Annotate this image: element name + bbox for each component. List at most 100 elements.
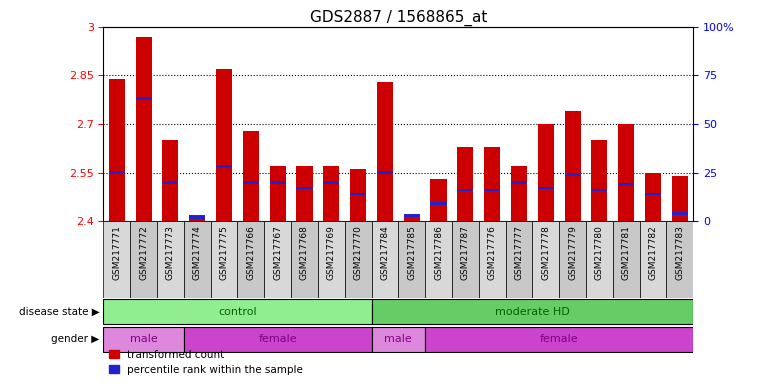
Bar (565, 111, 581, 221)
Text: GSM217777: GSM217777 (515, 225, 523, 280)
Bar (404, 214, 420, 217)
FancyBboxPatch shape (291, 221, 318, 298)
Text: GSM217780: GSM217780 (595, 225, 604, 280)
Text: GSM217767: GSM217767 (273, 225, 282, 280)
Bar (323, 166, 339, 221)
Bar (162, 140, 178, 221)
FancyBboxPatch shape (372, 221, 398, 298)
FancyBboxPatch shape (479, 221, 506, 298)
Bar (189, 215, 205, 221)
FancyBboxPatch shape (184, 221, 211, 298)
Bar (672, 212, 688, 215)
Bar (377, 82, 393, 221)
Text: gender ▶: gender ▶ (51, 334, 100, 344)
Text: moderate HD: moderate HD (495, 307, 570, 317)
Bar (645, 172, 661, 221)
Text: GSM217769: GSM217769 (327, 225, 336, 280)
FancyBboxPatch shape (586, 221, 613, 298)
Bar (162, 181, 178, 184)
Text: GSM217772: GSM217772 (139, 225, 148, 280)
Text: GSM217781: GSM217781 (622, 225, 630, 280)
Bar (457, 147, 473, 221)
Bar (270, 166, 286, 221)
Bar (109, 79, 125, 221)
Bar (672, 176, 688, 221)
Bar (538, 124, 554, 221)
Bar (511, 166, 527, 221)
Text: GSM217771: GSM217771 (113, 225, 121, 280)
FancyBboxPatch shape (103, 300, 372, 324)
FancyBboxPatch shape (666, 221, 693, 298)
Text: GSM217773: GSM217773 (166, 225, 175, 280)
FancyBboxPatch shape (184, 327, 372, 352)
Text: male: male (385, 334, 412, 344)
Text: GSM217784: GSM217784 (381, 225, 389, 280)
Bar (136, 36, 152, 221)
Bar (484, 189, 500, 191)
Text: GSM217768: GSM217768 (300, 225, 309, 280)
Bar (484, 147, 500, 221)
FancyBboxPatch shape (157, 221, 184, 298)
Bar (136, 98, 152, 100)
Bar (189, 216, 205, 218)
Text: GSM217770: GSM217770 (354, 225, 362, 280)
FancyBboxPatch shape (452, 221, 479, 298)
FancyBboxPatch shape (372, 327, 425, 352)
Bar (243, 181, 259, 184)
FancyBboxPatch shape (425, 221, 452, 298)
Text: GSM217787: GSM217787 (461, 225, 470, 280)
Text: GSM217775: GSM217775 (220, 225, 228, 280)
Bar (430, 202, 447, 205)
Bar (377, 171, 393, 174)
FancyBboxPatch shape (372, 300, 693, 324)
Text: control: control (218, 307, 257, 317)
Text: disease state ▶: disease state ▶ (19, 307, 100, 317)
Text: GSM217785: GSM217785 (408, 225, 416, 280)
Bar (591, 189, 607, 191)
Bar (591, 140, 607, 221)
Bar (618, 183, 634, 185)
FancyBboxPatch shape (237, 221, 264, 298)
Text: female: female (540, 334, 578, 344)
FancyBboxPatch shape (318, 221, 345, 298)
FancyBboxPatch shape (398, 221, 425, 298)
Bar (243, 131, 259, 221)
Text: GSM217776: GSM217776 (488, 225, 496, 280)
Bar (270, 181, 286, 184)
Bar (216, 166, 232, 168)
FancyBboxPatch shape (532, 221, 559, 298)
Bar (538, 187, 554, 189)
Bar (430, 179, 447, 221)
Text: GSM217786: GSM217786 (434, 225, 443, 280)
FancyBboxPatch shape (506, 221, 532, 298)
Bar (404, 215, 420, 221)
Bar (109, 171, 125, 174)
Legend: transformed count, percentile rank within the sample: transformed count, percentile rank withi… (109, 350, 303, 375)
FancyBboxPatch shape (345, 221, 372, 298)
Text: GSM217778: GSM217778 (542, 225, 550, 280)
FancyBboxPatch shape (640, 221, 666, 298)
Bar (350, 193, 366, 195)
Text: GSM217766: GSM217766 (247, 225, 255, 280)
FancyBboxPatch shape (264, 221, 291, 298)
Bar (618, 124, 634, 221)
FancyBboxPatch shape (103, 327, 184, 352)
FancyBboxPatch shape (613, 221, 640, 298)
Bar (296, 187, 313, 189)
Bar (565, 173, 581, 176)
Bar (457, 189, 473, 191)
Bar (645, 193, 661, 195)
Bar (323, 181, 339, 184)
Text: GSM217774: GSM217774 (193, 225, 201, 280)
Title: GDS2887 / 1568865_at: GDS2887 / 1568865_at (309, 9, 487, 25)
Text: GSM217783: GSM217783 (676, 225, 684, 280)
Text: female: female (258, 334, 297, 344)
FancyBboxPatch shape (103, 221, 130, 298)
Bar (296, 166, 313, 221)
Bar (511, 181, 527, 184)
Text: GSM217782: GSM217782 (649, 225, 657, 280)
FancyBboxPatch shape (211, 221, 237, 298)
Bar (216, 69, 232, 221)
Text: GSM217779: GSM217779 (568, 225, 577, 280)
FancyBboxPatch shape (130, 221, 157, 298)
